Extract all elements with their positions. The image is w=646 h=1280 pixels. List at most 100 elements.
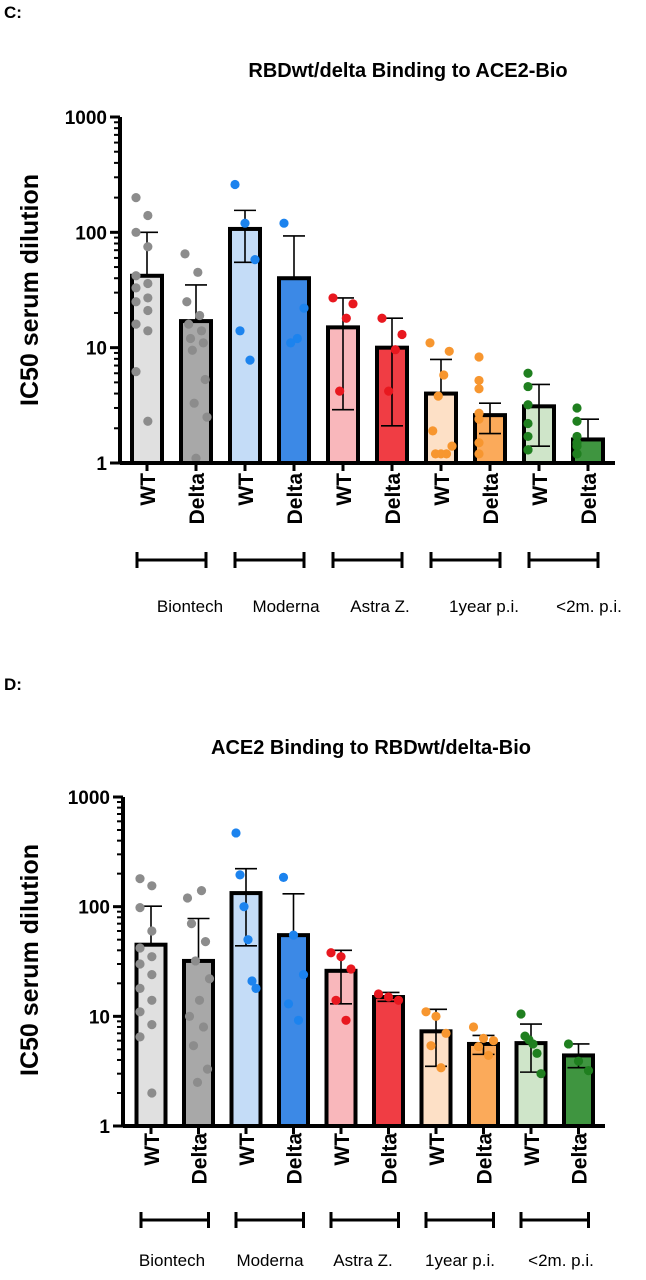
data-point xyxy=(474,352,484,362)
data-point xyxy=(184,1011,195,1021)
x-tick-label: WT xyxy=(235,473,258,506)
data-point xyxy=(200,374,210,385)
x-tick-label: WT xyxy=(521,1133,544,1166)
panel-d: D: ACE2 Binding to RBDwt/delta-Bio IC50 se… xyxy=(4,675,605,1270)
data-point xyxy=(572,441,582,451)
x-tick-label: Delta xyxy=(284,473,307,525)
data-point xyxy=(474,414,484,424)
data-point xyxy=(335,386,345,396)
data-point xyxy=(474,384,484,394)
data-point xyxy=(474,375,484,386)
y-tick-label: 100 xyxy=(78,898,110,919)
data-point xyxy=(292,333,302,344)
data-point xyxy=(204,974,215,984)
data-point xyxy=(143,326,153,336)
data-point xyxy=(184,319,194,329)
data-point xyxy=(523,445,533,455)
y-tick-label: 100 xyxy=(75,223,107,244)
data-point xyxy=(230,179,240,190)
x-tick-label: Delta xyxy=(474,1133,497,1185)
data-point xyxy=(373,989,384,999)
data-point xyxy=(235,870,245,880)
x-tick-label: Delta xyxy=(480,473,503,525)
data-point xyxy=(250,255,260,265)
data-point xyxy=(245,355,255,365)
x-tick-label: WT xyxy=(236,1133,259,1166)
x-tick-label: Delta xyxy=(284,1133,307,1185)
data-point xyxy=(202,1064,213,1074)
y-tick-label: 1000 xyxy=(65,108,107,129)
data-point xyxy=(190,956,201,966)
data-point xyxy=(523,431,533,442)
y-tick-label: 1 xyxy=(99,1117,110,1138)
data-point xyxy=(135,959,145,969)
bar xyxy=(467,1041,500,1129)
data-point xyxy=(135,1007,145,1017)
data-point xyxy=(390,345,400,355)
x-tick-label: Delta xyxy=(379,1133,402,1185)
data-point xyxy=(240,218,250,228)
data-point xyxy=(326,948,336,958)
data-point xyxy=(328,293,338,303)
data-point xyxy=(583,1066,594,1076)
bar xyxy=(277,933,310,1128)
chart-title: RBDwt/delta Binding to ACE2-Bio xyxy=(248,60,567,82)
group-label: <2m. p.i. xyxy=(556,597,622,616)
data-point xyxy=(346,964,356,974)
data-point xyxy=(192,1077,203,1087)
data-point xyxy=(239,902,249,912)
data-point xyxy=(421,1007,431,1017)
x-tick-label: WT xyxy=(333,473,356,506)
data-point xyxy=(474,438,484,448)
data-point xyxy=(431,1011,441,1021)
data-point xyxy=(147,881,157,891)
data-point xyxy=(516,1009,526,1019)
x-tick-label: Delta xyxy=(382,473,405,525)
y-axis-label: IC50 serum dilution xyxy=(16,844,44,1076)
bar xyxy=(372,995,405,1128)
data-point xyxy=(397,329,407,340)
data-point xyxy=(251,983,261,993)
data-point xyxy=(474,449,484,459)
data-point xyxy=(430,449,441,459)
data-point xyxy=(143,210,153,221)
data-point xyxy=(180,249,190,259)
data-point xyxy=(572,449,582,459)
data-point xyxy=(135,943,145,953)
data-point xyxy=(185,333,196,344)
x-tick-label: WT xyxy=(426,1133,449,1166)
group-label: Astra Z. xyxy=(350,597,410,616)
data-point xyxy=(341,313,351,323)
group-label: 1year p.i. xyxy=(449,597,519,616)
data-point xyxy=(433,391,443,401)
data-point xyxy=(283,999,294,1009)
data-point xyxy=(143,242,153,252)
y-axis-label: IC50 serum dilution xyxy=(16,174,44,406)
group-label: Moderna xyxy=(236,1251,304,1270)
y-tick-label: 10 xyxy=(86,339,107,360)
data-point xyxy=(444,346,454,356)
data-point xyxy=(278,872,289,882)
data-point xyxy=(131,193,141,203)
y-tick-label: 1000 xyxy=(68,788,110,809)
data-point xyxy=(439,370,449,380)
x-tick-label: Delta xyxy=(186,473,209,525)
data-point xyxy=(182,297,192,307)
data-point xyxy=(196,886,207,896)
group-label: Biontech xyxy=(157,597,223,616)
data-point xyxy=(426,1041,436,1051)
data-point xyxy=(428,426,438,436)
data-point xyxy=(447,441,457,451)
x-tick-label: Delta xyxy=(569,1133,592,1185)
data-point xyxy=(478,1033,489,1043)
data-point xyxy=(341,1015,351,1025)
data-point xyxy=(196,326,207,336)
data-point xyxy=(131,319,141,329)
data-point xyxy=(135,903,145,913)
data-point xyxy=(188,1041,199,1051)
x-tick-label: WT xyxy=(141,1133,164,1166)
data-point xyxy=(528,1039,538,1049)
data-point xyxy=(243,935,253,945)
data-point xyxy=(331,995,341,1005)
